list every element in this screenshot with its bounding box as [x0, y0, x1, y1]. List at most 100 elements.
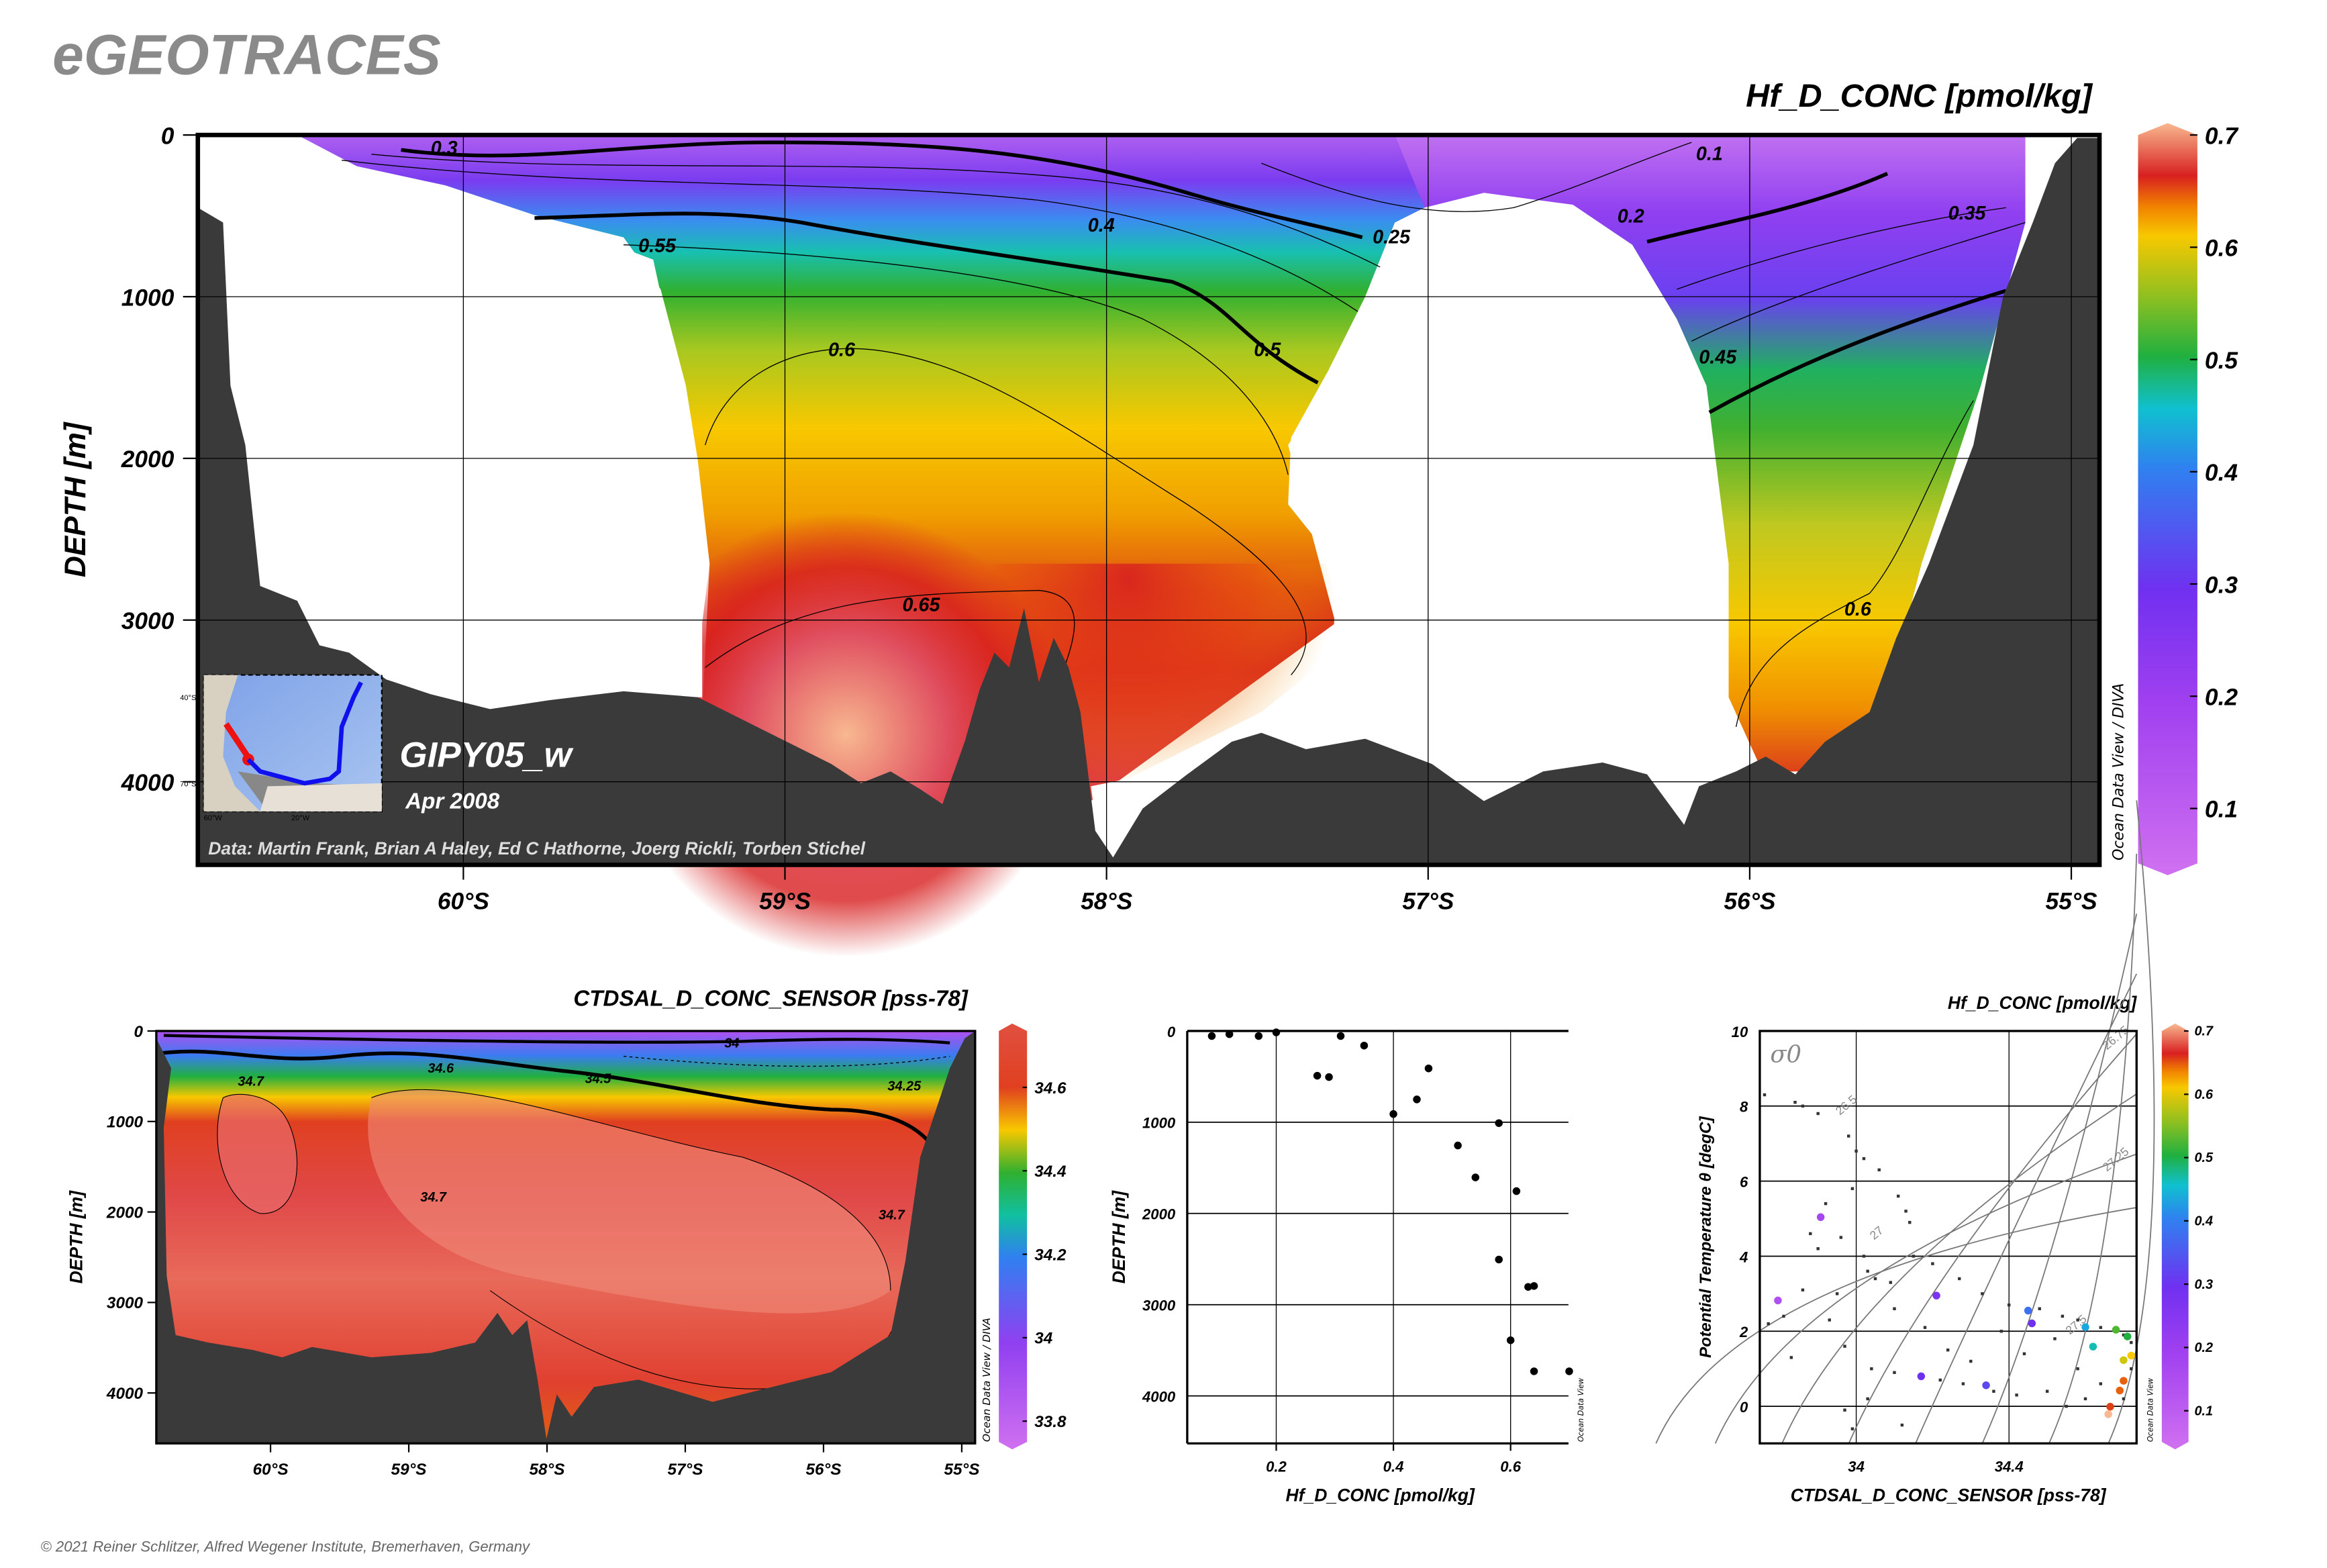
inset-map: 40°S 70°S 60°W 20°W	[180, 674, 383, 822]
contour-label: 0.6	[828, 339, 856, 360]
ts-plot: Hf_D_CONC [pmol/kg] 26.526.752727.2527.5…	[1655, 800, 2214, 1506]
colorbar-tick-label: 0.5	[2205, 348, 2238, 374]
background-point	[2022, 1352, 2026, 1356]
colorbar-tick-label: 0.7	[2194, 1024, 2214, 1039]
brand-logo: eGEOTRACES	[52, 23, 441, 87]
contour-label: 34.7	[879, 1208, 905, 1223]
data-point	[2120, 1356, 2128, 1365]
data-point	[1774, 1296, 1782, 1305]
data-point	[1413, 1095, 1421, 1104]
isopycnal-line	[1981, 914, 2138, 1444]
y-tick-label: 10	[1732, 1024, 1748, 1040]
background-point	[1793, 1100, 1797, 1104]
colorbar-tick-label: 0.3	[2205, 572, 2238, 598]
contour-label: 0.2	[1618, 206, 1644, 228]
data-point	[1982, 1381, 1990, 1389]
background-point	[1789, 1356, 1793, 1359]
x-tick-label: 34.4	[1995, 1458, 2024, 1475]
grid-lines	[1187, 1030, 1569, 1444]
odv-watermark: Ocean Data View / DIVA	[981, 1318, 993, 1442]
background-point	[1870, 1367, 1873, 1371]
colorbar-tick-label: 0.5	[2194, 1150, 2214, 1165]
contour-label: 0.1	[1696, 144, 1723, 165]
data-point	[1272, 1028, 1281, 1036]
background-point	[2130, 1340, 2133, 1344]
background-point	[1981, 1292, 1984, 1295]
contour-label: 34	[724, 1036, 739, 1050]
y-tick-label: 2000	[121, 446, 175, 473]
data-points	[1774, 1213, 2136, 1418]
background-point	[1801, 1288, 1805, 1291]
contour-label: 0.25	[1373, 226, 1411, 248]
background-point	[1893, 1371, 1896, 1374]
colorbar-tick-label: 0.1	[2194, 1404, 2213, 1418]
background-point	[1801, 1104, 1805, 1108]
x-tick-label: 57°S	[668, 1461, 703, 1479]
grid-lines	[197, 135, 2100, 865]
data-point	[1325, 1073, 1333, 1081]
background-point	[1873, 1277, 1877, 1281]
contour-label: 0.65	[903, 595, 941, 616]
y-tick-label: 1000	[1142, 1115, 1176, 1132]
odv-watermark: Ocean Data View / DIVA	[2110, 683, 2127, 861]
data-credits: Data: Martin Frank, Brian A Haley, Ed C …	[208, 838, 865, 859]
contour-labels: 0.3 0.55 0.4 0.25 0.5 0.6 0.65 0.1 0.2 0…	[431, 138, 1987, 620]
data-point	[2028, 1319, 2036, 1328]
x-tick-label: 56°S	[805, 1461, 841, 1479]
background-point	[1816, 1247, 1820, 1251]
data-point	[1424, 1064, 1433, 1073]
colorbar	[999, 1023, 1028, 1450]
x-axis-label: Hf_D_CONC [pmol/kg]	[1285, 1485, 1475, 1506]
colorbar-ticks: 34.6 34.4 34.2 34 33.8	[1022, 1079, 1067, 1431]
colorbar-tick-label: 0.2	[2205, 685, 2238, 711]
x-tick-label: 56°S	[1724, 889, 1775, 915]
data-point	[2112, 1326, 2120, 1334]
data-point	[1816, 1213, 1825, 1222]
contour-label: 0.6	[1844, 599, 1872, 620]
background-point	[1782, 1314, 1785, 1318]
y-tick-label: 3000	[107, 1294, 144, 1312]
ts-title: Hf_D_CONC [pmol/kg]	[1948, 993, 2138, 1013]
x-tick-label: 55°S	[2046, 889, 2097, 915]
section-date: Apr 2008	[405, 789, 500, 814]
background-point	[1809, 1232, 1812, 1236]
data-point	[1512, 1187, 1521, 1195]
background-point	[1767, 1322, 1770, 1326]
colorbar-ticks: 0.7 0.6 0.5 0.4 0.3 0.2 0.1	[2189, 123, 2239, 823]
data-point	[1254, 1032, 1263, 1040]
bathymetry	[197, 138, 2100, 865]
background-point	[1843, 1408, 1846, 1412]
isopycnal-line	[1848, 1033, 2137, 1444]
contour-label: 0.55	[638, 236, 677, 257]
salinity-contour-labels: 34 34.7 34.6 34.5 34.25 34.7 34.7	[238, 1036, 922, 1222]
background-point	[1961, 1382, 1965, 1385]
background-point	[2065, 1404, 2068, 1408]
background-point	[1900, 1423, 1904, 1427]
x-tick-label: 0.6	[1500, 1458, 1521, 1475]
x-tick-label: 60°S	[253, 1461, 289, 1479]
contour-label: 0.4	[1088, 215, 1115, 236]
colorbar-tick-label: 34	[1034, 1330, 1053, 1348]
background-point	[1889, 1281, 1893, 1284]
y-axis-label: DEPTH [m]	[59, 422, 92, 577]
data-points	[1207, 1028, 1573, 1375]
y-tick-label: 4000	[121, 770, 175, 796]
data-point	[2104, 1410, 2112, 1418]
background-point	[1904, 1210, 1908, 1213]
y-tick-label: 0	[134, 1023, 143, 1041]
sigma0-label: σ0	[1770, 1040, 1801, 1068]
background-point	[1908, 1220, 1912, 1224]
background-point	[1763, 1093, 1767, 1097]
track-red	[224, 722, 252, 761]
isopycnal-line	[2108, 800, 2155, 1444]
colorbar-tick-label: 34.6	[1034, 1079, 1067, 1097]
isopycnal-label: 27	[1867, 1224, 1886, 1242]
background-points	[1763, 1093, 2133, 1430]
background-point	[2099, 1326, 2103, 1329]
background-point	[1992, 1389, 1995, 1393]
background-point	[1866, 1397, 1869, 1401]
data-point	[2120, 1377, 2128, 1385]
x-tick-label: 59°S	[391, 1461, 427, 1479]
colorbar-tick-label: 0.4	[2205, 460, 2238, 486]
